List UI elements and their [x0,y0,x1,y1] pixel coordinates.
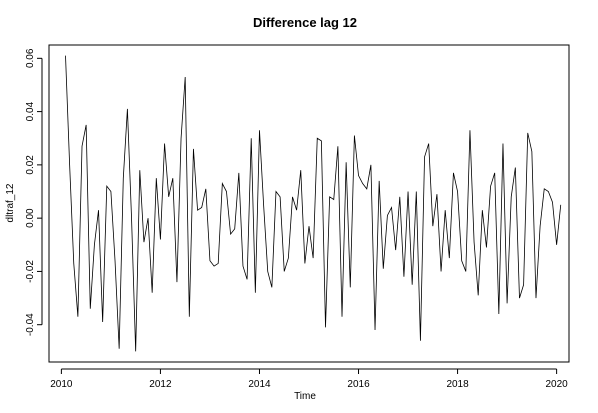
x-axis: 2010 2012 2014 2016 2018 2020 [50,368,568,390]
y-tick-label: 0.02 [25,155,36,175]
x-tick-label: 2016 [347,379,370,390]
x-tick-label: 2014 [248,379,271,390]
y-axis-label: dltraf_12 [5,183,16,222]
x-tick-label: 2010 [50,379,73,390]
y-tick-label: 0.06 [25,48,36,68]
y-tick-label: -0.02 [25,260,36,283]
x-axis-label: Time [294,391,316,402]
plot-frame [48,44,570,363]
y-tick-label: -0.04 [25,313,36,336]
chart-title: Difference lag 12 [253,15,357,30]
x-tick-label: 2012 [149,379,172,390]
y-axis: -0.04 -0.02 0.00 0.02 0.04 0.06 [25,48,43,336]
series-line [65,55,562,352]
y-tick-label: 0.04 [25,101,36,121]
x-tick-label: 2020 [545,379,568,390]
x-tick-label: 2018 [446,379,469,390]
y-tick-label: 0.00 [25,208,36,228]
